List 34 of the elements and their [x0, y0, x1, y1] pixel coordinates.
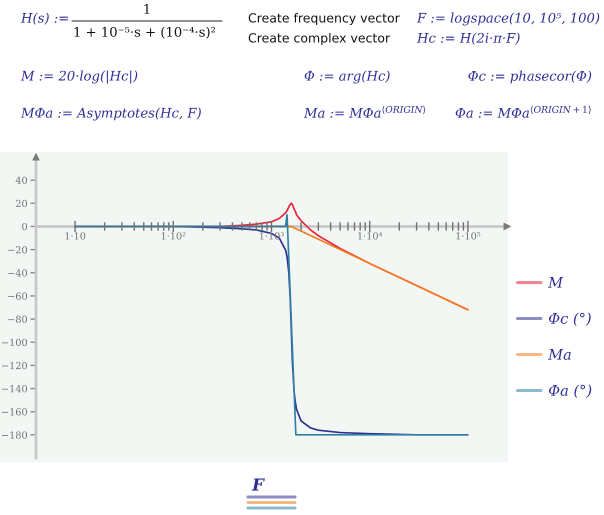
y-tick-label: −100: [2, 338, 28, 346]
text: F := logspace(10, 10⁵, 100): [416, 12, 600, 26]
text: Φa := MΦa$^{⟨ORIGIN+1⟩}$: [456, 106, 591, 118]
x-tick-label: 1·10⁵: [456, 232, 480, 240]
x-tick-label: 1·10²: [162, 232, 186, 240]
y-tick-label: −20: [8, 246, 28, 254]
text: Create frequency vector: [248, 12, 400, 26]
legend-label: M: [548, 277, 564, 288]
y-tick-label: −40: [8, 269, 28, 277]
text: 1: [144, 4, 150, 14]
legend-label: Φc (°): [548, 312, 591, 326]
y-tick-label: 40: [16, 176, 28, 184]
text: Ma := MΦa$^{⟨ORIGIN⟩}$: [304, 106, 426, 118]
x-tick-label: 1·10: [65, 232, 86, 240]
text: 1 + 10⁻⁵·s + (10⁻⁴·s)²: [74, 26, 216, 39]
y-tick-label: −180: [2, 431, 28, 439]
text: MΦa := Asymptotes(Hc, F): [20, 108, 201, 120]
legend-label: Ma: [548, 348, 571, 360]
y-tick-label: −120: [2, 362, 28, 370]
y-tick-label: −140: [2, 385, 28, 392]
text: H(s) :=: [20, 12, 68, 25]
y-tick-label: −160: [2, 408, 28, 416]
x-tick-label: 1·10⁴: [358, 232, 382, 240]
y-tick-label: −80: [8, 316, 28, 323]
y-tick-label: 0: [22, 222, 28, 230]
text: M := 20·log(|Hc|): [20, 70, 138, 84]
y-tick-label: 20: [16, 200, 28, 208]
y-tick-label: −60: [8, 292, 28, 300]
text: Hc := H(2i·π·F): [416, 32, 520, 45]
legend-label: Φa (°): [548, 384, 592, 398]
text: Create complex vector: [248, 32, 390, 46]
text: Φc := phasecor(Φ): [468, 70, 592, 84]
text: Φ := arg(Hc): [304, 70, 390, 84]
x-axis-title: F: [252, 478, 265, 491]
